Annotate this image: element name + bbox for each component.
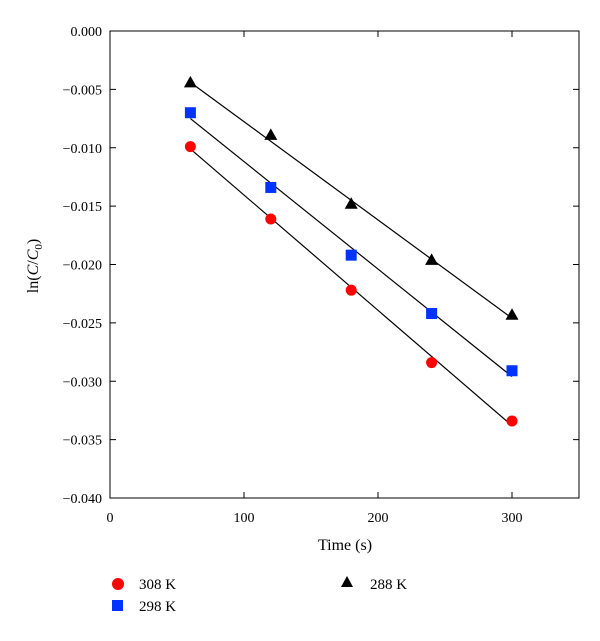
fit-line-298k xyxy=(190,118,513,378)
data-point-288k xyxy=(264,128,278,140)
legend-marker-298k xyxy=(112,600,123,611)
data-point-288k xyxy=(183,75,197,88)
y-tick-label: −0.010 xyxy=(63,142,102,157)
data-point-308k xyxy=(506,415,518,427)
data-point-288k xyxy=(344,197,358,209)
legend-label-298k: 298 K xyxy=(139,599,176,615)
y-tick-label: −0.040 xyxy=(63,492,102,507)
data-point-288k xyxy=(425,253,439,265)
legend-item-288k: 288 K xyxy=(341,576,407,593)
y-axis-title-prefix: ln( xyxy=(25,275,42,293)
data-point-308k xyxy=(426,357,438,369)
y-tick-label: −0.015 xyxy=(63,200,102,215)
legend: 308 K 298 K 288 K xyxy=(112,576,407,615)
y-tick-label: −0.025 xyxy=(63,317,102,332)
y-axis-title-base: C xyxy=(25,249,42,260)
data-point-308k xyxy=(265,213,277,225)
y-axis-title-sub: 0 xyxy=(33,244,45,250)
data-point-298k xyxy=(265,181,277,193)
legend-label-308k: 308 K xyxy=(139,577,176,593)
data-point-298k xyxy=(345,249,357,261)
y-axis-title-slash: / xyxy=(25,260,42,265)
data-point-298k xyxy=(506,365,518,377)
data-point-288k xyxy=(505,308,519,320)
y-tick-label: −0.035 xyxy=(63,434,102,449)
y-axis-title-suffix: ) xyxy=(25,239,42,244)
x-axis-title: Time (s) xyxy=(318,537,372,554)
legend-label-288k: 288 K xyxy=(370,577,407,593)
legend-marker-308k xyxy=(112,578,124,590)
data-point-298k xyxy=(426,308,438,320)
x-tick-label: 200 xyxy=(368,511,389,526)
x-tick-label: 0 xyxy=(107,511,114,526)
legend-item-298k: 298 K xyxy=(112,599,176,615)
data-point-308k xyxy=(184,141,196,153)
y-axis-title-var: C xyxy=(25,264,42,275)
y-tick-label: 0.000 xyxy=(71,25,103,40)
x-tick-label: 300 xyxy=(502,511,523,526)
axes: 0 100 200 300 0.000 −0.005 −0.010 −0.015 −0.020 −… xyxy=(63,25,580,526)
legend-item-308k: 308 K xyxy=(112,577,176,593)
data-points xyxy=(183,75,519,427)
data-point-308k xyxy=(345,284,357,296)
y-tick-label: −0.030 xyxy=(63,375,102,390)
legend-marker-288k xyxy=(341,576,353,587)
y-tick-label: −0.005 xyxy=(63,83,102,98)
x-tick-label: 100 xyxy=(234,511,255,526)
data-point-298k xyxy=(184,107,196,119)
y-tick-label: −0.020 xyxy=(63,259,102,274)
plot-frame xyxy=(109,30,580,499)
y-axis-title: ln(C/C0) xyxy=(25,239,45,293)
